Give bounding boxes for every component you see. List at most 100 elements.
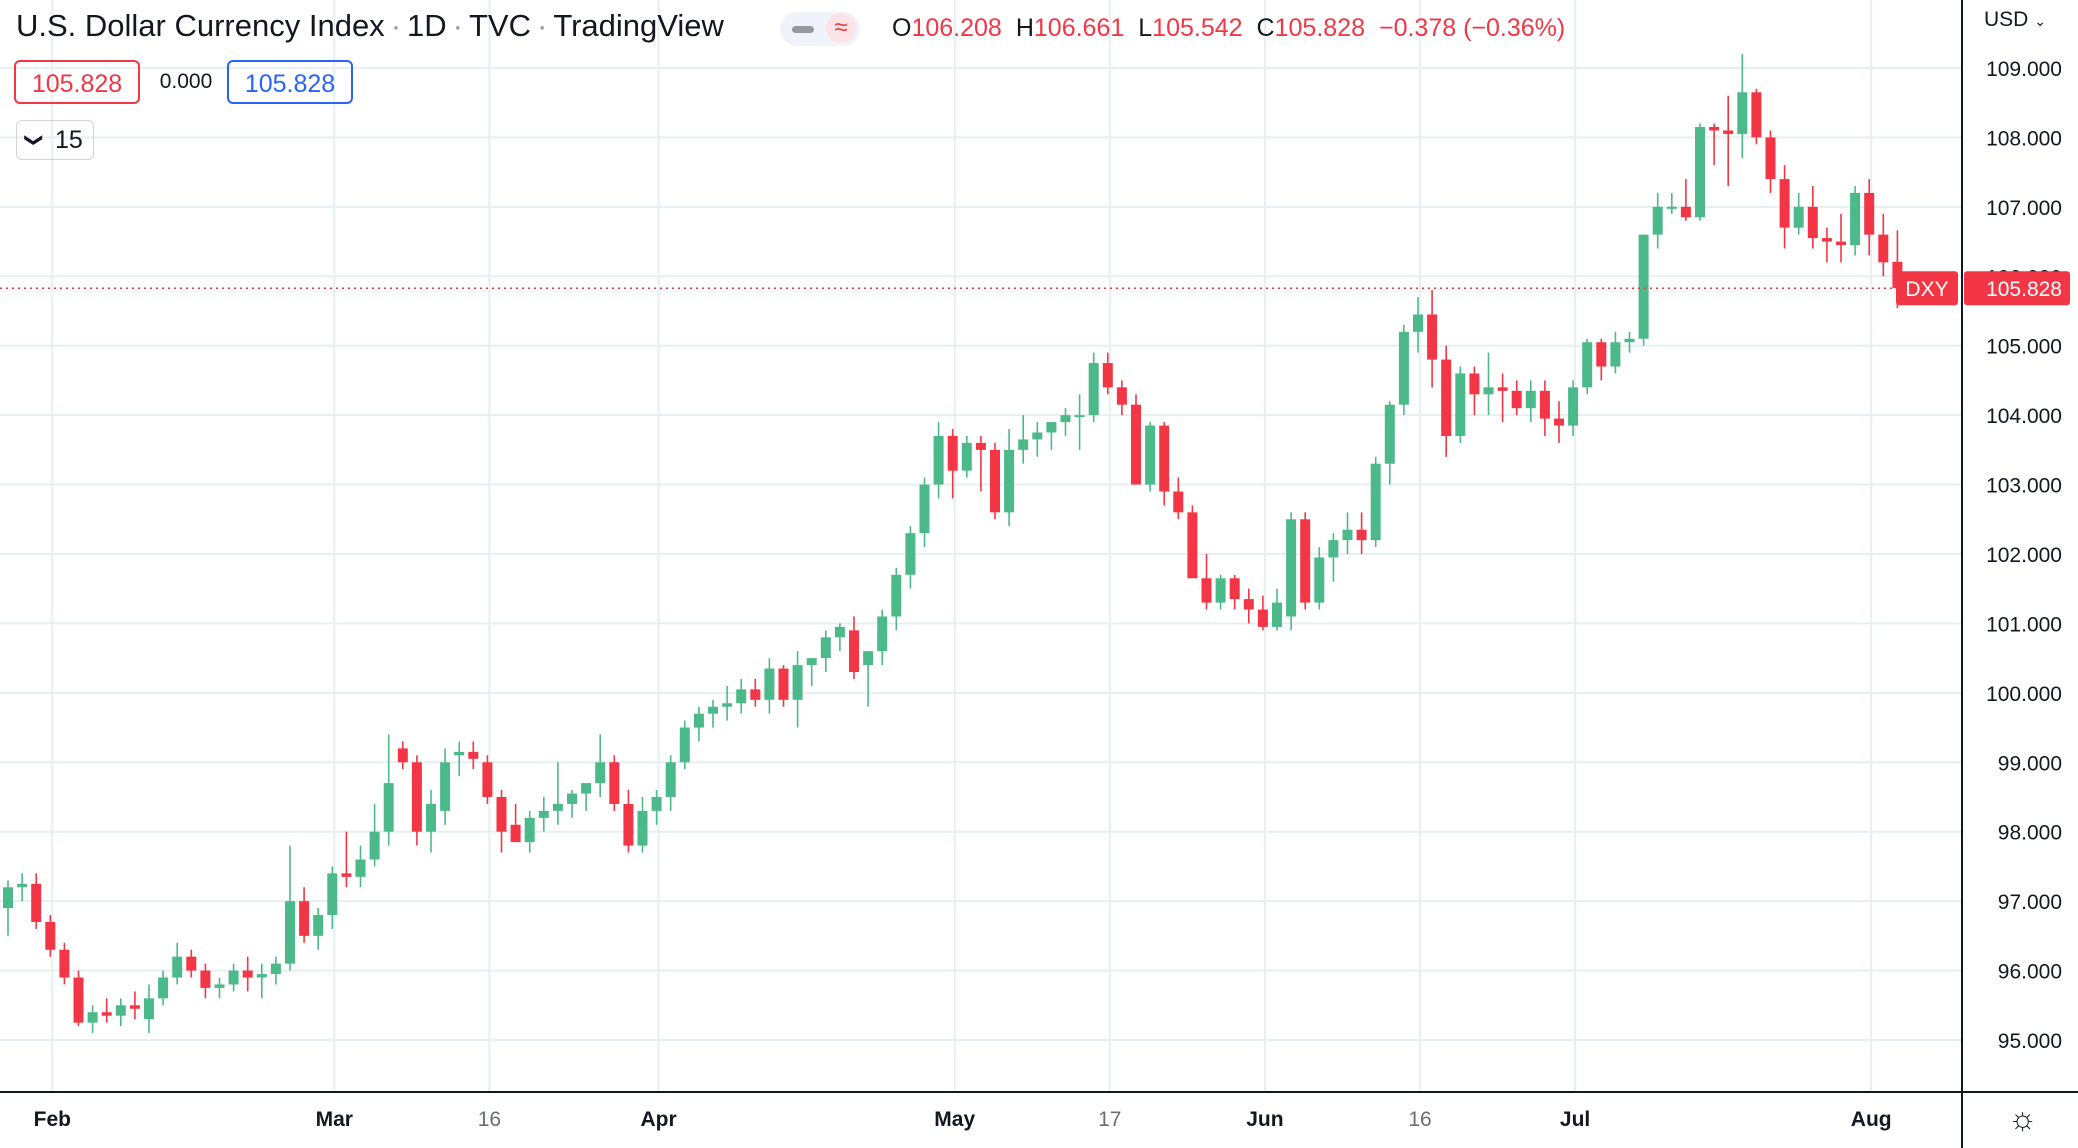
last-price-label: 105.828 <box>1986 278 2062 301</box>
candle <box>1582 338 1593 395</box>
time-axis[interactable]: Feb Mar 16 Apr May 17 Jun 16 Jul Aug <box>0 1091 2078 1131</box>
sell-price-button[interactable]: 105.828 <box>14 60 140 104</box>
candle <box>834 623 845 652</box>
candle <box>524 810 535 853</box>
candle <box>1497 373 1508 423</box>
candle <box>1652 192 1663 249</box>
source-label: TradingView <box>553 8 724 43</box>
candle <box>1511 380 1522 416</box>
candle-body <box>1525 390 1536 409</box>
candle <box>990 442 1000 520</box>
candle <box>313 908 324 950</box>
candle-body <box>722 703 733 707</box>
candle <box>778 665 789 707</box>
candle-body <box>115 1005 126 1016</box>
candle-body <box>961 442 972 471</box>
candle-body <box>1737 92 1748 134</box>
last-price-tag <box>1964 271 2070 306</box>
candle-body <box>186 956 197 971</box>
interval-label[interactable]: 1D <box>407 8 447 43</box>
candle-body <box>1257 609 1268 627</box>
candle <box>1427 290 1438 388</box>
candle <box>17 873 28 902</box>
symbol-title[interactable]: U.S. Dollar Currency Index <box>16 8 385 43</box>
candle <box>1272 588 1282 631</box>
price-axis[interactable]: 95.000 96.000 97.000 98.000 99.000 100.000 101… <box>1961 0 2062 1148</box>
grid-lines <box>0 0 1962 1092</box>
candle <box>369 803 380 867</box>
candle <box>1187 505 1198 579</box>
candle-body <box>1229 578 1240 600</box>
candle-body <box>1582 342 1593 388</box>
candle <box>59 942 70 985</box>
high-value: 106.661 <box>1033 14 1125 42</box>
candle <box>31 873 42 929</box>
candle-body <box>1370 463 1381 541</box>
candle <box>1568 380 1579 436</box>
candle <box>764 658 775 714</box>
candle-body <box>581 783 592 794</box>
candle <box>144 984 154 1034</box>
candle-body <box>975 442 986 450</box>
candle-body <box>1201 578 1212 603</box>
indicators-collapse-button[interactable]: ❯ 15 <box>16 120 94 160</box>
buy-price-button[interactable]: 105.828 <box>227 60 353 104</box>
candle <box>736 678 747 714</box>
y-tick-label: 100.000 <box>1986 683 2062 706</box>
candle-body <box>1878 234 1889 263</box>
candle-body <box>1286 519 1297 617</box>
candle <box>1413 297 1423 353</box>
candle-body <box>1088 363 1099 416</box>
candle-body <box>411 762 422 832</box>
candle <box>327 866 338 929</box>
candle-body <box>1243 599 1254 610</box>
candle <box>1229 574 1240 610</box>
candle <box>200 963 211 999</box>
candle <box>792 651 803 728</box>
candle-body <box>228 970 239 985</box>
candle-body <box>87 1012 98 1023</box>
candle-body <box>736 689 747 704</box>
candle-body <box>31 883 42 922</box>
y-tick-label: 99.000 <box>1998 752 2062 775</box>
candle <box>1807 186 1818 249</box>
chevron-down-icon: ⌄ <box>2034 13 2046 29</box>
currency-selector[interactable]: USD ⌄ <box>1984 8 2046 32</box>
chart-style-toggle[interactable]: ≈ <box>780 12 860 46</box>
indicators-count: 15 <box>55 126 83 154</box>
candle-body <box>1793 206 1804 228</box>
close-label: C <box>1256 14 1275 42</box>
approx-icon[interactable]: ≈ <box>826 13 856 43</box>
candle-body <box>313 915 324 936</box>
gear-icon[interactable]: ☼ <box>2008 1100 2038 1136</box>
minus-icon[interactable] <box>792 26 814 33</box>
candle-body <box>1342 529 1353 541</box>
candle-body <box>609 762 620 804</box>
candle <box>87 1005 98 1034</box>
candle-body <box>778 668 789 700</box>
open-label: O <box>892 14 912 42</box>
candle-body <box>1554 418 1564 426</box>
y-tick-label: 96.000 <box>1998 961 2062 984</box>
symbol-legend[interactable]: U.S. Dollar Currency Index · 1D · TVC · Tradin… <box>16 8 724 43</box>
candle-body <box>17 883 28 888</box>
candles <box>3 54 1903 1034</box>
candle-body <box>242 970 253 978</box>
candle-body <box>1695 126 1705 218</box>
candle <box>454 741 465 777</box>
candle <box>1286 512 1297 631</box>
candle-body <box>1511 390 1522 409</box>
candle <box>1004 429 1015 527</box>
candle <box>1370 456 1381 548</box>
candle <box>45 915 56 957</box>
candle-body <box>285 901 295 964</box>
candle-body <box>1821 238 1832 242</box>
candle-body <box>383 783 394 832</box>
x-tick-label: 16 <box>478 1108 501 1131</box>
candle <box>665 755 676 811</box>
candle <box>581 783 592 811</box>
candle-body <box>1074 415 1085 418</box>
symbol-tag-label: DXY <box>1905 278 1948 301</box>
candle <box>1850 186 1861 256</box>
